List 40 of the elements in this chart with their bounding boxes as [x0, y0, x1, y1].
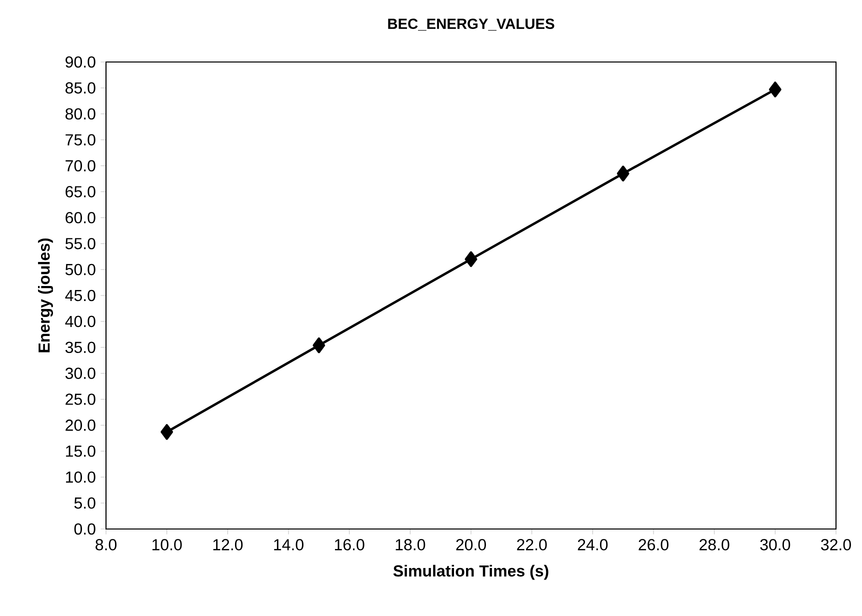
x-tick-label: 14.0: [274, 539, 304, 550]
point: [464, 251, 478, 268]
x-tick-label: 20.0: [456, 539, 486, 550]
x-tick-label: 16.0: [334, 539, 364, 550]
point: [616, 166, 630, 182]
y-tick-label: 5.0: [74, 497, 96, 509]
x-tick-label: 8.0: [96, 539, 117, 550]
x-tick-label: 28.0: [700, 539, 730, 550]
y-tick-label: 65.0: [66, 186, 96, 198]
y-tick-label: 50.0: [65, 264, 96, 276]
x-tick-label: 10.0: [152, 539, 182, 550]
y-tick-label: 55.0: [65, 238, 96, 250]
y-tick-label: 20.0: [66, 420, 96, 431]
point: [312, 337, 326, 354]
y-tick-label: 25.0: [66, 394, 96, 405]
y-tick-label: 60.0: [66, 212, 96, 224]
x-axis-title: Simulation Times (s): [393, 564, 548, 580]
y-axis-title: Energy (joules): [38, 238, 53, 352]
y-tick-label: 40.0: [65, 316, 96, 328]
y-tick-label: 70.0: [66, 160, 96, 172]
y-tick-label: 10.0: [66, 471, 96, 483]
x-tick-label: 12.0: [213, 539, 243, 550]
y-tick-label: 0.0: [74, 523, 96, 535]
chart-title: BEC_ENERGY_VALUES: [388, 18, 554, 31]
x-tick-label: 26.0: [638, 539, 668, 550]
y-tick-label: 85.0: [66, 82, 96, 94]
y-tick-label: 30.0: [65, 368, 96, 379]
x-tick-label: 18.0: [396, 539, 426, 550]
x-tick-label: 30.0: [760, 539, 790, 550]
y-tick-label: 75.0: [66, 134, 96, 146]
y-tick-label: 45.0: [65, 290, 96, 302]
x-tick-label: 22.0: [517, 539, 547, 550]
y-tick-label: 35.0: [65, 342, 96, 354]
x-tick-label: 32.0: [821, 539, 851, 550]
y-tick-label: 15.0: [66, 445, 96, 457]
point: [768, 82, 782, 98]
y-tick-label: 90.0: [66, 56, 96, 68]
y-tick-label: 80.0: [66, 108, 96, 120]
point: [160, 424, 174, 440]
x-tick-label: 24.0: [578, 539, 608, 550]
